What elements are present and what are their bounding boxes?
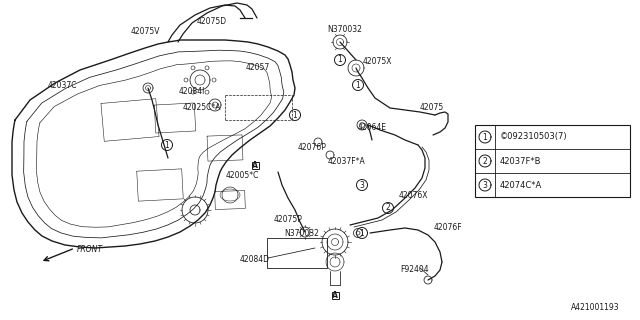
Text: ©092310503(7): ©092310503(7) (500, 132, 568, 141)
Text: A: A (252, 161, 258, 170)
Text: FRONT: FRONT (77, 245, 103, 254)
Text: 42076X: 42076X (398, 190, 428, 199)
Text: 42074C*A: 42074C*A (500, 180, 542, 189)
Text: 1: 1 (483, 132, 488, 141)
Text: 42025C*A: 42025C*A (183, 102, 221, 111)
Bar (267, 238, 327, 268)
Text: 1: 1 (164, 140, 170, 149)
Text: 42037F*B: 42037F*B (500, 156, 541, 165)
Text: 42057: 42057 (246, 63, 270, 73)
Text: A421001193: A421001193 (572, 303, 620, 312)
Text: 3: 3 (360, 180, 364, 189)
Text: A: A (332, 291, 338, 300)
Text: 42075D: 42075D (197, 18, 227, 27)
Text: 1: 1 (292, 110, 298, 119)
Text: 42075: 42075 (420, 103, 444, 113)
Bar (332, 292, 339, 299)
Text: 42076P: 42076P (298, 143, 326, 153)
Text: 1: 1 (356, 81, 360, 90)
Text: 42075X: 42075X (362, 58, 392, 67)
Text: 42005*C: 42005*C (225, 171, 259, 180)
Text: 42084D: 42084D (240, 255, 270, 265)
Text: 42075P: 42075P (273, 215, 303, 225)
Bar (252, 162, 259, 169)
Bar (475, 125, 630, 197)
Text: 42064E: 42064E (358, 123, 387, 132)
Text: 42076F: 42076F (434, 223, 462, 233)
Text: 42037C: 42037C (47, 81, 77, 90)
Text: 1: 1 (338, 55, 342, 65)
Text: 3: 3 (483, 180, 488, 189)
Text: N370032: N370032 (285, 228, 319, 237)
Text: 2: 2 (483, 156, 488, 165)
Text: 2: 2 (386, 204, 390, 212)
Text: 1: 1 (360, 228, 364, 237)
Text: 42084I: 42084I (179, 87, 205, 97)
Text: 42037F*A: 42037F*A (328, 157, 366, 166)
Text: N370032: N370032 (328, 26, 362, 35)
Text: F92404: F92404 (401, 266, 429, 275)
Text: 42075V: 42075V (131, 28, 160, 36)
